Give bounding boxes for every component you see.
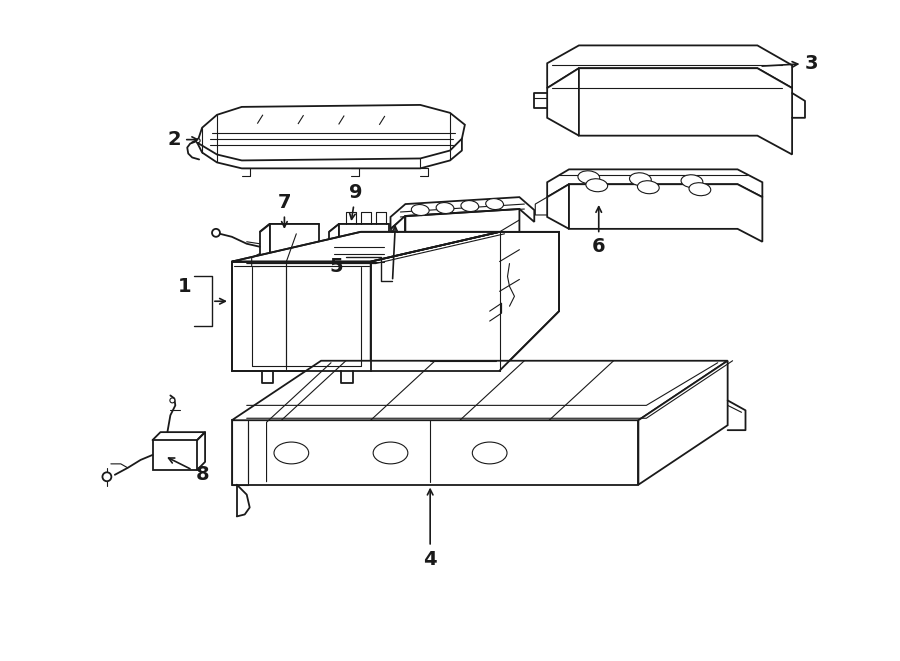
Polygon shape bbox=[232, 262, 371, 371]
Ellipse shape bbox=[170, 398, 175, 403]
Polygon shape bbox=[232, 420, 638, 485]
Text: 3: 3 bbox=[762, 54, 819, 73]
Polygon shape bbox=[547, 46, 792, 88]
Polygon shape bbox=[405, 209, 519, 244]
Ellipse shape bbox=[436, 202, 454, 214]
Ellipse shape bbox=[637, 180, 659, 194]
Text: 7: 7 bbox=[278, 192, 292, 227]
Text: 4: 4 bbox=[423, 489, 437, 568]
Polygon shape bbox=[547, 68, 579, 136]
Ellipse shape bbox=[103, 473, 112, 481]
Polygon shape bbox=[197, 105, 465, 161]
Ellipse shape bbox=[196, 139, 200, 143]
Polygon shape bbox=[259, 224, 269, 262]
Text: 1: 1 bbox=[177, 277, 191, 296]
Ellipse shape bbox=[486, 198, 503, 210]
Polygon shape bbox=[152, 440, 197, 470]
Ellipse shape bbox=[578, 171, 599, 184]
Polygon shape bbox=[329, 224, 389, 232]
Polygon shape bbox=[579, 68, 792, 155]
Ellipse shape bbox=[274, 442, 309, 464]
Polygon shape bbox=[232, 232, 500, 262]
Text: 5: 5 bbox=[329, 257, 343, 276]
Polygon shape bbox=[547, 184, 569, 229]
Ellipse shape bbox=[472, 442, 507, 464]
Polygon shape bbox=[569, 184, 762, 242]
Text: 2: 2 bbox=[167, 130, 197, 149]
Polygon shape bbox=[259, 224, 320, 232]
Ellipse shape bbox=[629, 173, 652, 186]
Text: 8: 8 bbox=[168, 458, 209, 485]
Ellipse shape bbox=[586, 178, 608, 192]
Polygon shape bbox=[339, 224, 389, 272]
Text: 6: 6 bbox=[592, 207, 606, 256]
Polygon shape bbox=[329, 224, 339, 272]
Ellipse shape bbox=[411, 204, 429, 215]
Ellipse shape bbox=[689, 182, 711, 196]
Ellipse shape bbox=[461, 200, 479, 212]
Polygon shape bbox=[547, 169, 762, 197]
Polygon shape bbox=[232, 361, 727, 420]
Ellipse shape bbox=[374, 442, 408, 464]
Polygon shape bbox=[391, 216, 405, 244]
Text: 9: 9 bbox=[349, 182, 363, 219]
Ellipse shape bbox=[212, 229, 220, 237]
Polygon shape bbox=[391, 197, 535, 229]
Polygon shape bbox=[269, 224, 319, 262]
Polygon shape bbox=[638, 361, 727, 485]
Polygon shape bbox=[371, 232, 559, 371]
Ellipse shape bbox=[681, 175, 703, 188]
